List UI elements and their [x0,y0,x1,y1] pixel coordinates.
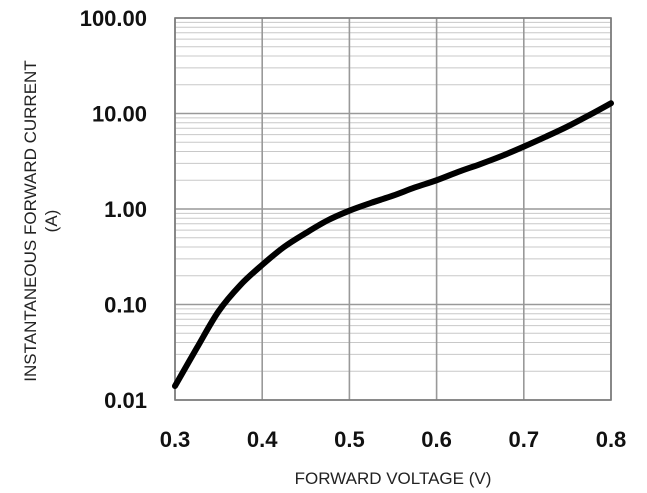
y-tick-label: 0.01 [104,388,147,413]
x-tick-labels: 0.3 0.4 0.5 0.6 0.7 0.8 [160,427,627,452]
x-tick-label: 0.5 [334,427,365,452]
plot-frame [174,17,612,401]
x-tick-label: 0.6 [421,427,452,452]
y-tick-label: 0.10 [104,293,147,318]
y-axis-unit: (A) [42,210,61,233]
x-axis-title: FORWARD VOLTAGE (V) [295,469,492,488]
x-tick-label: 0.3 [160,427,191,452]
y-tick-label: 100.00 [80,6,147,31]
forward-current-curve [172,100,614,390]
y-axis-title: INSTANTANEOUS FORWARD CURRENT [21,60,40,381]
x-tick-label: 0.8 [596,427,627,452]
y-tick-label: 1.00 [104,197,147,222]
y-tick-labels: 100.00 10.00 1.00 0.10 0.01 [80,6,147,413]
x-tick-label: 0.7 [509,427,540,452]
y-tick-label: 10.00 [92,102,147,127]
x-tick-label: 0.4 [247,427,278,452]
minor-grid [175,21,611,372]
